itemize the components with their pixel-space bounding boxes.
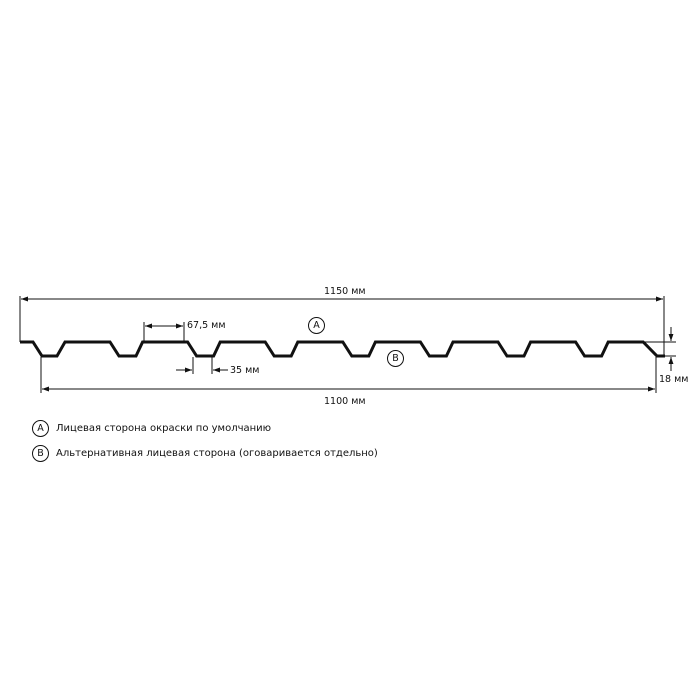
- legend-marker-b: B: [32, 445, 49, 462]
- legend-text-b: Альтернативная лицевая сторона (оговарив…: [56, 448, 378, 459]
- label-1100: 1100 мм: [324, 396, 366, 407]
- legend-text-a: Лицевая сторона окраски по умолчанию: [56, 423, 272, 434]
- label-1150: 1150 мм: [324, 286, 366, 297]
- label-35: 35 мм: [230, 365, 260, 376]
- label-67-5: 67,5 мм: [187, 320, 226, 331]
- sheet-profile: [20, 340, 665, 358]
- marker-b: B: [387, 350, 404, 367]
- label-18: 18 мм: [659, 374, 689, 385]
- legend-marker-a: A: [32, 420, 49, 437]
- marker-a: A: [308, 317, 325, 334]
